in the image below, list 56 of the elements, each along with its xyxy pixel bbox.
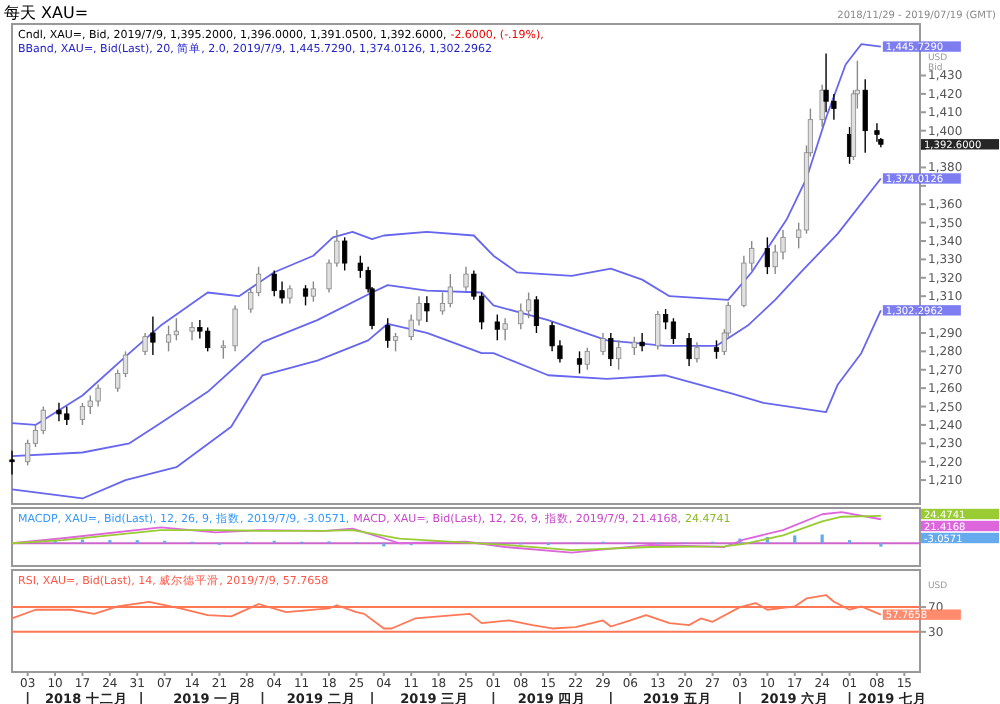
- candlestick: [302, 284, 309, 307]
- candlestick: [25, 438, 31, 467]
- candlestick: [87, 394, 93, 415]
- chart-title: 每天 XAU=: [4, 4, 89, 22]
- candlestick: [764, 236, 770, 275]
- candlestick: [9, 449, 15, 476]
- candlestick: [271, 269, 277, 297]
- candlestick: [342, 236, 348, 272]
- candlestick: [447, 273, 453, 308]
- candlestick: [713, 339, 720, 360]
- candlestick: [694, 341, 700, 364]
- candlestick: [165, 324, 172, 353]
- candlestick: [831, 93, 837, 121]
- candlestick: [576, 350, 583, 375]
- candlestick: [232, 304, 238, 353]
- candlestick: [741, 255, 747, 308]
- candlestick: [631, 335, 637, 356]
- candlestick: [862, 78, 868, 154]
- candlestick: [608, 332, 614, 367]
- candlestick: [533, 295, 540, 334]
- candlestick: [56, 402, 62, 422]
- candlestick: [439, 291, 446, 316]
- candlestick: [424, 295, 430, 323]
- candlestick: [874, 122, 880, 143]
- candlestick: [64, 405, 70, 426]
- candlestick: [310, 280, 316, 303]
- candlestick: [655, 310, 661, 351]
- candlestick: [150, 315, 156, 356]
- candlestick: [780, 229, 786, 261]
- candlestick: [220, 339, 226, 360]
- candlestick: [549, 321, 555, 353]
- candlestick: [79, 402, 86, 426]
- candlestick: [142, 332, 148, 356]
- candlestick: [502, 317, 508, 342]
- candlestick: [95, 383, 101, 408]
- candlestick: [197, 319, 203, 340]
- candlestick: [823, 52, 829, 113]
- candlestick: [518, 302, 524, 330]
- candlestick: [392, 332, 399, 353]
- candlestick: [686, 332, 692, 367]
- candlestick: [189, 321, 195, 342]
- candlestick: [584, 346, 590, 371]
- candlestick: [526, 291, 532, 319]
- candlestick: [279, 280, 285, 305]
- candlestick: [173, 317, 179, 342]
- candlestick: [463, 266, 469, 292]
- candlestick: [287, 284, 293, 305]
- candlestick: [639, 332, 645, 353]
- candlestick: [385, 317, 391, 349]
- candlestick: [205, 326, 211, 353]
- candlestick: [772, 243, 778, 275]
- candlestick: [494, 313, 500, 342]
- candlestick: [819, 83, 825, 128]
- candlestick: [600, 332, 606, 356]
- candlestick: [670, 317, 677, 345]
- candlestick: [616, 339, 622, 371]
